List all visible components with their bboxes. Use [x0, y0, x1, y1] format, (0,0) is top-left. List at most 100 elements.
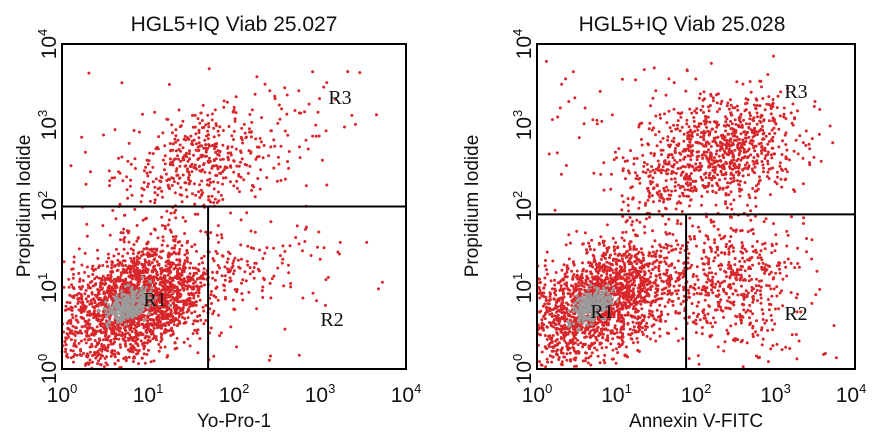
- event-point: [314, 134, 318, 138]
- event-point: [577, 281, 581, 285]
- event-point: [196, 294, 200, 298]
- event-point: [167, 218, 171, 222]
- event-point: [790, 333, 794, 337]
- event-point: [170, 176, 174, 180]
- event-point: [304, 138, 308, 142]
- event-point: [188, 152, 191, 156]
- event-point: [641, 333, 645, 337]
- event-point: [167, 303, 171, 307]
- event-point: [132, 256, 136, 260]
- event-point: [615, 305, 619, 309]
- event-point: [152, 359, 156, 363]
- event-point: [601, 264, 605, 268]
- event-point: [346, 70, 350, 74]
- event-point: [90, 279, 94, 283]
- event-point: [135, 224, 139, 227]
- event-point: [196, 328, 200, 332]
- event-point: [182, 299, 186, 303]
- event-point: [729, 235, 733, 239]
- event-point: [248, 266, 252, 270]
- event-point: [176, 138, 180, 142]
- event-point: [152, 284, 156, 288]
- event-point: [199, 111, 203, 115]
- event-point: [658, 303, 662, 307]
- event-point: [124, 281, 128, 285]
- event-point: [601, 336, 605, 340]
- event-point: [127, 240, 131, 244]
- event-point: [580, 272, 584, 276]
- event-point: [100, 331, 104, 335]
- event-point: [130, 330, 134, 334]
- event-point: [761, 261, 765, 265]
- event-point: [130, 193, 134, 197]
- event-point: [662, 256, 666, 260]
- event-point: [545, 357, 549, 361]
- event-point: [203, 138, 207, 142]
- event-point: [146, 283, 150, 287]
- event-point: [582, 285, 586, 289]
- event-point: [197, 136, 201, 140]
- event-point: [218, 266, 221, 270]
- event-point: [206, 137, 210, 141]
- event-point: [671, 303, 675, 307]
- event-point: [624, 230, 628, 234]
- event-point: [311, 134, 315, 138]
- event-point: [124, 322, 128, 326]
- event-point: [205, 134, 208, 138]
- event-point: [181, 216, 185, 219]
- event-point: [119, 333, 123, 337]
- event-point: [127, 141, 131, 145]
- event-point: [152, 258, 156, 262]
- event-point: [660, 288, 664, 292]
- event-point: [140, 194, 144, 198]
- event-point: [692, 311, 696, 315]
- event-point: [580, 325, 584, 329]
- event-point: [186, 307, 190, 311]
- event-point: [181, 119, 185, 123]
- event-point: [143, 361, 147, 365]
- event-point: [286, 160, 289, 164]
- event-point: [690, 263, 694, 267]
- event-point: [739, 229, 743, 233]
- event-point: [195, 331, 199, 335]
- event-point: [229, 151, 233, 155]
- event-point: [189, 134, 193, 138]
- event-point: [116, 320, 120, 324]
- event-point: [660, 292, 664, 296]
- event-point: [113, 264, 117, 268]
- event-point: [100, 298, 103, 302]
- event-point: [102, 322, 105, 326]
- event-point: [171, 317, 175, 321]
- event-point: [143, 258, 147, 262]
- event-point: [627, 332, 631, 336]
- event-point: [98, 347, 102, 351]
- event-point: [772, 287, 776, 291]
- event-point: [545, 268, 548, 272]
- event-point: [153, 198, 157, 202]
- event-point: [151, 329, 155, 333]
- event-point: [690, 302, 694, 305]
- event-point: [773, 322, 777, 326]
- event-point: [81, 285, 85, 288]
- event-point: [322, 246, 326, 250]
- event-point: [191, 304, 195, 308]
- event-point: [225, 100, 229, 104]
- event-point: [106, 285, 110, 289]
- event-point: [131, 339, 135, 343]
- event-point: [557, 322, 561, 326]
- event-point: [585, 351, 588, 355]
- event-point: [132, 243, 136, 247]
- event-point: [554, 304, 558, 307]
- event-point: [630, 331, 634, 335]
- event-point: [96, 342, 100, 346]
- event-point: [198, 121, 202, 125]
- event-point: [212, 354, 216, 358]
- event-point: [759, 301, 763, 305]
- event-point: [550, 312, 554, 316]
- event-point: [177, 275, 181, 279]
- event-point: [92, 332, 96, 336]
- event-point: [365, 240, 369, 244]
- event-point: [182, 137, 186, 141]
- event-point: [228, 280, 232, 283]
